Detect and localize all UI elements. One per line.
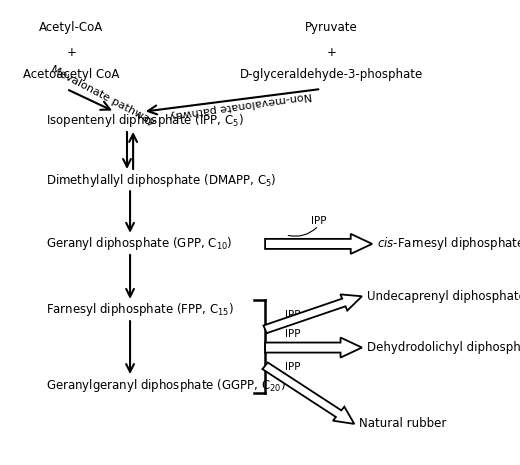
Text: $\it{cis}$-Farnesyl diphosphate: $\it{cis}$-Farnesyl diphosphate	[377, 235, 520, 252]
Text: Geranyl diphosphate (GPP, C$_{10}$): Geranyl diphosphate (GPP, C$_{10}$)	[46, 235, 232, 252]
Text: Farnesyl diphosphate (FPP, C$_{15}$): Farnesyl diphosphate (FPP, C$_{15}$)	[46, 301, 234, 319]
Text: Acetoacetyl CoA: Acetoacetyl CoA	[23, 68, 120, 81]
Polygon shape	[264, 294, 362, 333]
Text: Undecaprenyl diphosphate: Undecaprenyl diphosphate	[367, 290, 520, 303]
Text: Pyruvate: Pyruvate	[305, 20, 358, 33]
Text: D-glyceraldehyde-3-phosphate: D-glyceraldehyde-3-phosphate	[240, 68, 423, 81]
Polygon shape	[265, 338, 362, 358]
Text: IPP: IPP	[285, 329, 301, 339]
Text: IPP: IPP	[285, 310, 301, 320]
Text: Non-mevalonate pathway: Non-mevalonate pathway	[168, 90, 313, 120]
Polygon shape	[265, 234, 372, 254]
Text: Natural rubber: Natural rubber	[359, 418, 447, 431]
Text: Dimethylallyl diphosphate (DMAPP, C$_5$): Dimethylallyl diphosphate (DMAPP, C$_5$)	[46, 172, 277, 189]
Text: IPP: IPP	[311, 216, 327, 226]
Text: IPP: IPP	[285, 362, 301, 372]
Text: Geranylgeranyl diphosphate (GGPP, C$_{20}$): Geranylgeranyl diphosphate (GGPP, C$_{20…	[46, 377, 286, 394]
Text: Acetyl-CoA: Acetyl-CoA	[40, 20, 103, 33]
Text: +: +	[327, 46, 336, 59]
Polygon shape	[263, 363, 354, 424]
Text: Dehydrodolichyl diphosphate: Dehydrodolichyl diphosphate	[367, 341, 520, 354]
Text: Isopentenyl diphosphate (IPP, C$_5$): Isopentenyl diphosphate (IPP, C$_5$)	[46, 113, 244, 129]
Text: +: +	[67, 46, 76, 59]
Text: Mevalonate pathway: Mevalonate pathway	[49, 64, 157, 127]
